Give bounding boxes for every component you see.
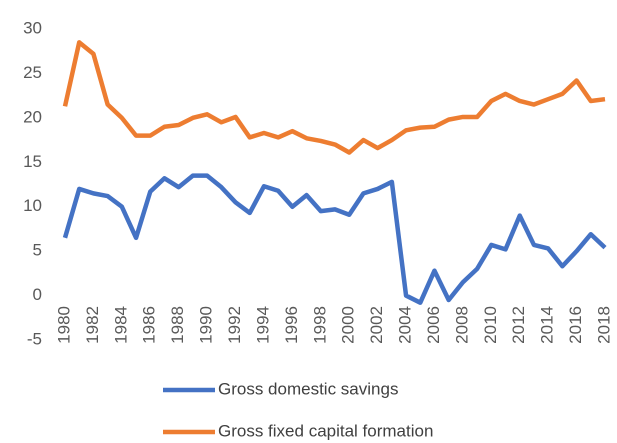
x-tick-label: 1980: [54, 306, 73, 344]
x-tick-label: 2010: [481, 306, 500, 344]
x-tick-label: 1994: [253, 306, 272, 344]
y-tick-label: 0: [33, 285, 42, 304]
y-tick-label: 30: [23, 18, 42, 37]
y-tick-label: 25: [23, 63, 42, 82]
x-tick-label: 2016: [566, 306, 585, 344]
x-tick-label: 2004: [396, 306, 415, 344]
y-tick-label: 5: [33, 241, 42, 260]
x-tick-label: 1982: [83, 306, 102, 344]
x-tick-label: 2000: [339, 306, 358, 344]
series-line: [62, 40, 606, 155]
x-tick-label: 2012: [509, 306, 528, 344]
x-tick-label: 2018: [594, 306, 613, 344]
x-tick-label: 2008: [452, 306, 471, 344]
x-tick-label: 1990: [197, 306, 216, 344]
x-tick-label: 2014: [538, 306, 557, 344]
x-tick-label: 2006: [424, 306, 443, 344]
x-tick-label: 1986: [140, 306, 159, 344]
y-tick-label: 20: [23, 107, 42, 126]
legend-label: Gross domestic savings: [218, 379, 398, 398]
y-tick-label: -5: [27, 329, 42, 348]
y-tick-label: 10: [23, 196, 42, 215]
series-line: [62, 173, 607, 305]
x-tick-label: 1984: [111, 306, 130, 344]
x-tick-label: 1992: [225, 306, 244, 344]
x-tick-label: 1988: [168, 306, 187, 344]
x-tick-label: 1998: [310, 306, 329, 344]
legend-label: Gross fixed capital formation: [218, 421, 433, 440]
y-tick-label: 15: [23, 152, 42, 171]
x-tick-label: 1996: [282, 306, 301, 344]
x-tick-label: 2002: [367, 306, 386, 344]
